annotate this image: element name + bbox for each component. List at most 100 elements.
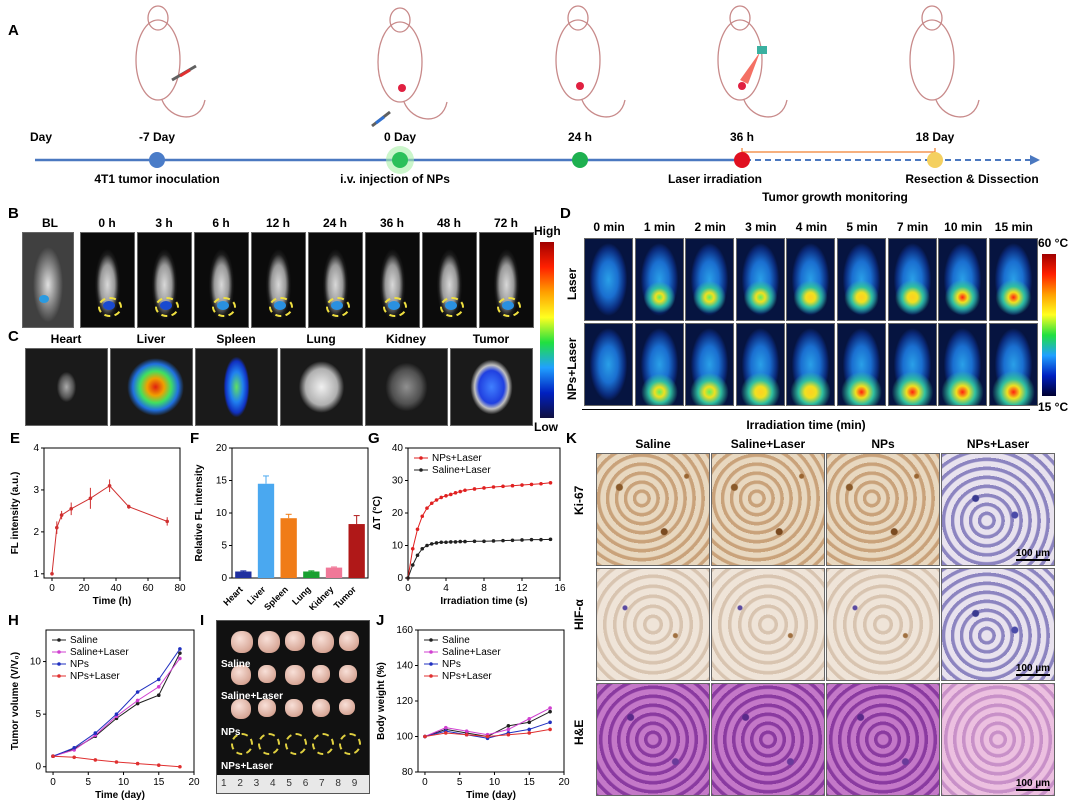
c-organ-image <box>25 348 108 426</box>
d-thermal-image <box>735 323 785 406</box>
data-point <box>425 506 429 510</box>
data-point <box>485 734 490 739</box>
data-point <box>529 537 534 542</box>
mouse-illustration-1 <box>135 5 206 118</box>
data-point <box>448 540 453 544</box>
d-row-nps-laser: NPs+Laser <box>565 337 579 400</box>
x-tick-label: 5 <box>457 777 463 788</box>
timeline-time-5: 18 Day <box>915 130 955 144</box>
b-time-label: 36 h <box>379 216 405 230</box>
data-point <box>410 563 415 567</box>
y-tick-label: 30 <box>392 476 404 487</box>
data-point <box>425 543 429 548</box>
bar <box>303 571 320 578</box>
d-time-label: 4 min <box>795 220 828 234</box>
c-organ-label: Lung <box>306 332 336 346</box>
data-point <box>410 546 415 551</box>
d-thermal-image <box>988 323 1038 406</box>
laser-beam-icon <box>740 52 760 84</box>
data-point <box>420 546 425 551</box>
legend-label: NPs+Laser <box>70 671 120 682</box>
timeline-marker-2 <box>392 152 408 168</box>
d-scale-low: 15 °C <box>1038 400 1069 414</box>
legend-label: NPs+Laser <box>442 671 492 682</box>
data-point <box>472 487 477 491</box>
x-tick-label: 80 <box>174 583 186 594</box>
data-point <box>448 492 453 497</box>
y-tick-label: 0 <box>35 762 41 773</box>
data-point <box>439 540 444 545</box>
panel-label-g: G <box>368 430 380 447</box>
data-point <box>165 519 169 524</box>
i-tumor-specimen <box>258 665 276 683</box>
data-point <box>156 677 161 682</box>
k-column-label: Saline+Laser <box>730 437 806 451</box>
timeline-time-3: 24 h <box>567 130 593 144</box>
y-tick-label: 20 <box>216 443 228 454</box>
timeline-marker-4 <box>734 152 750 168</box>
data-point <box>520 483 524 487</box>
d-axis-line <box>582 409 1030 410</box>
data-point <box>444 493 448 498</box>
mouse-illustration-5 <box>909 5 980 118</box>
y-tick-label: 15 <box>216 476 228 487</box>
i-empty-tumor-ring <box>339 733 361 755</box>
i-label-saline: Saline <box>221 659 251 670</box>
x-tick-label: 15 <box>153 777 165 788</box>
k-histology-image <box>711 568 825 681</box>
x-tick-label: 0 <box>50 777 56 788</box>
bar <box>235 571 252 578</box>
x-category-label: Tumor <box>332 584 359 610</box>
c-organ-label: Spleen <box>216 332 256 346</box>
c-organ-label: Kidney <box>385 332 427 346</box>
k-column-label: NPs <box>871 437 895 451</box>
timeline-diagram <box>35 5 1040 174</box>
panel-label-h: H <box>8 612 19 629</box>
data-point <box>463 539 467 544</box>
data-point <box>506 727 511 732</box>
y-tick-label: 10 <box>392 541 404 552</box>
d-thermal-image <box>634 238 684 321</box>
data-point <box>506 724 511 728</box>
i-empty-tumor-ring <box>231 733 253 755</box>
data-point <box>50 572 54 576</box>
panel-label-f: F <box>190 430 200 447</box>
data-point <box>501 538 505 543</box>
data-point <box>527 716 532 721</box>
legend-marker <box>57 662 61 666</box>
b-fluorescence-image <box>80 232 135 328</box>
y-axis-label: Tumor volume (V/V₀) <box>10 652 21 750</box>
c-organ-label: Liver <box>136 332 166 346</box>
d-time-label: 1 min <box>643 220 676 234</box>
c-organ-image <box>365 348 448 426</box>
d-time-label: 10 min <box>944 220 983 234</box>
data-point <box>501 484 505 489</box>
event-monitoring: Tumor growth monitoring <box>762 190 908 204</box>
i-tumor-specimen <box>339 665 357 683</box>
d-time-label: 3 min <box>745 220 777 234</box>
y-tick-label: 0 <box>397 573 403 584</box>
b-fluorescence-image <box>422 232 477 328</box>
y-tick-label: 40 <box>392 443 404 454</box>
i-tumor-specimen <box>339 699 355 715</box>
data-point <box>548 537 553 542</box>
y-tick-label: 20 <box>392 508 404 519</box>
y-axis-label: FL intensity (a.u.) <box>10 472 21 555</box>
series-line <box>407 538 551 579</box>
data-point <box>527 720 532 725</box>
x-tick-label: 16 <box>554 583 566 594</box>
monitoring-bracket <box>741 148 936 153</box>
k-histology-image <box>826 568 940 681</box>
legend-label: NPs+Laser <box>432 453 482 464</box>
i-label-saline-laser: Saline+Laser <box>221 691 283 702</box>
data-point <box>472 539 477 544</box>
i-tumor-specimen <box>312 631 334 653</box>
bar <box>348 524 365 578</box>
chart-e: 1 2 3 4 FL intensity (a.u.) 0 20 40 60 80 Time (h) <box>10 443 186 607</box>
timeline-marker-1 <box>149 152 165 168</box>
i-tumor-specimen <box>312 665 330 683</box>
y-tick-label: 5 <box>221 541 227 552</box>
mouse-illustration-2 <box>377 7 448 120</box>
data-point <box>178 656 182 661</box>
x-tick-label: 20 <box>188 777 200 788</box>
